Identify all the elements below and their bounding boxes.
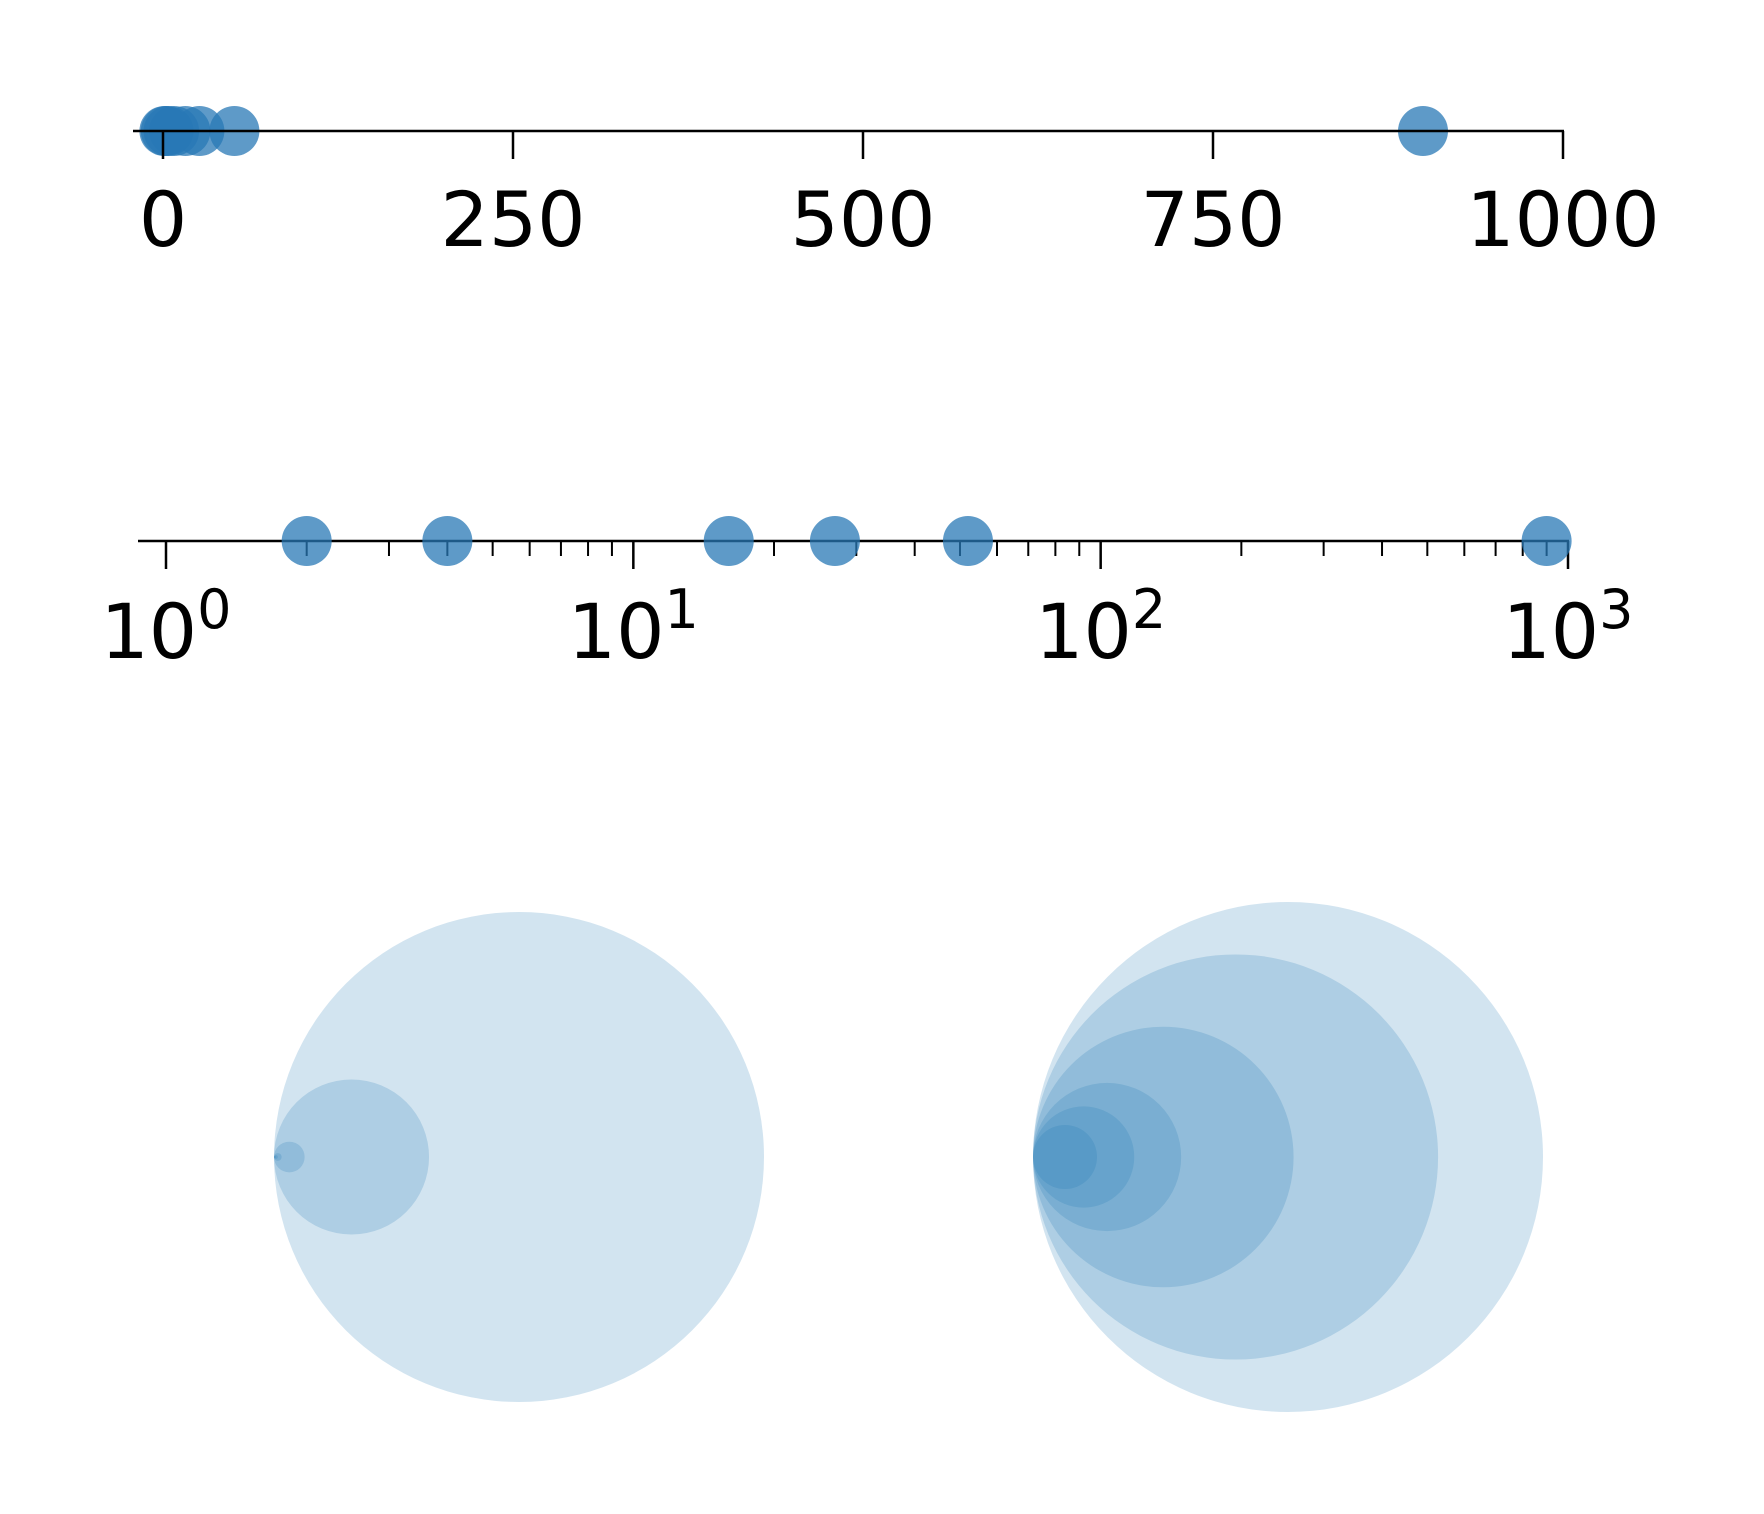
linear-tick-label: 250: [440, 175, 585, 264]
nested-circles-log: [1033, 902, 1543, 1412]
log-tick-label: 103: [1502, 578, 1633, 676]
nested-circle: [1033, 1082, 1182, 1232]
log-data-point: [809, 516, 860, 566]
linear-tick-label: 750: [1140, 175, 1285, 264]
nested-circle: [1033, 1106, 1135, 1208]
log-data-point: [1521, 516, 1572, 566]
log-tick-label: 100: [100, 578, 231, 676]
linear-strip-plot: 0 250 500 750 1000: [133, 106, 1660, 264]
log-data-point: [703, 516, 754, 566]
nested-circle: [274, 1156, 276, 1158]
nested-circle: [274, 1155, 278, 1159]
nested-circle: [1033, 954, 1439, 1360]
nested-circle: [1033, 1026, 1294, 1288]
log-ticks-group: 100 101 102 103: [100, 541, 1634, 676]
log-strip-plot: 100 101 102 103: [100, 516, 1634, 676]
linear-tick-label: 1000: [1466, 175, 1659, 264]
log-tick-label: 102: [1035, 578, 1166, 676]
nested-circle: [274, 912, 764, 1402]
nested-circle: [1033, 902, 1543, 1412]
nested-circle: [274, 1141, 305, 1173]
log-tick-label: 101: [568, 578, 699, 676]
linear-ticks-group: 0 250 500 750 1000: [139, 131, 1660, 264]
nested-circle: [1033, 1125, 1097, 1189]
nested-circles-linear: [274, 912, 764, 1402]
log-data-point: [422, 516, 473, 566]
nested-circle: [274, 1153, 282, 1161]
linear-tick-label: 500: [790, 175, 935, 264]
log-data-point: [942, 516, 993, 566]
linear-tick-label: 0: [139, 175, 187, 264]
nested-circle: [274, 1079, 430, 1235]
log-points-group: [281, 516, 1572, 566]
log-data-point: [281, 516, 332, 566]
